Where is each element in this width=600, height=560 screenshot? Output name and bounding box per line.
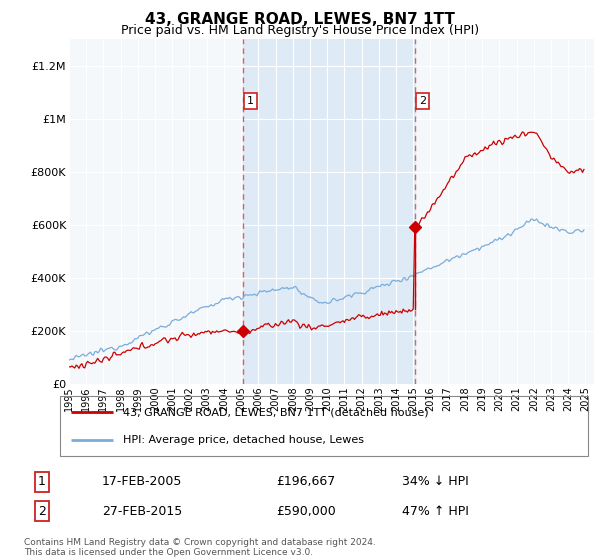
Text: 2: 2 [419,96,426,106]
Text: 43, GRANGE ROAD, LEWES, BN7 1TT (detached house): 43, GRANGE ROAD, LEWES, BN7 1TT (detache… [124,407,429,417]
Text: 43, GRANGE ROAD, LEWES, BN7 1TT: 43, GRANGE ROAD, LEWES, BN7 1TT [145,12,455,27]
Text: 1: 1 [247,96,254,106]
Text: 27-FEB-2015: 27-FEB-2015 [102,505,182,518]
Text: Contains HM Land Registry data © Crown copyright and database right 2024.
This d: Contains HM Land Registry data © Crown c… [24,538,376,557]
Text: 34% ↓ HPI: 34% ↓ HPI [402,475,469,488]
Text: HPI: Average price, detached house, Lewes: HPI: Average price, detached house, Lewe… [124,435,364,445]
Text: £590,000: £590,000 [276,505,336,518]
Text: 2: 2 [38,505,46,518]
Text: Price paid vs. HM Land Registry's House Price Index (HPI): Price paid vs. HM Land Registry's House … [121,24,479,37]
Text: 1: 1 [38,475,46,488]
Text: 17-FEB-2005: 17-FEB-2005 [102,475,182,488]
Text: 47% ↑ HPI: 47% ↑ HPI [402,505,469,518]
Text: £196,667: £196,667 [276,475,335,488]
Bar [243,39,415,384]
